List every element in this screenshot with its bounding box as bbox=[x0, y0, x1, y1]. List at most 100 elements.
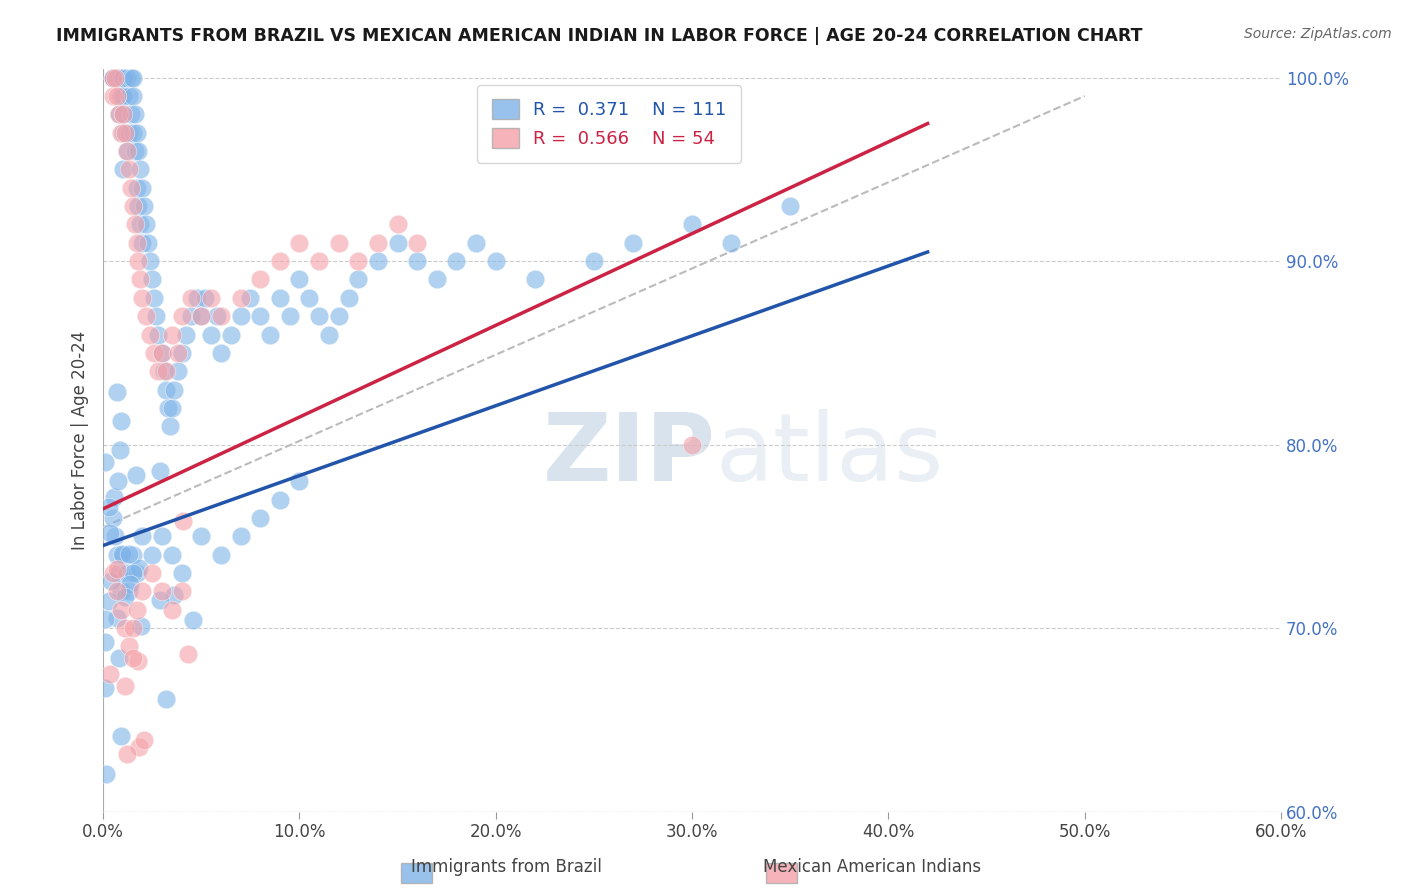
Point bbox=[347, 272, 370, 286]
Point bbox=[131, 291, 153, 305]
Point bbox=[121, 70, 143, 85]
Point bbox=[145, 309, 167, 323]
Point bbox=[118, 547, 141, 561]
Point bbox=[132, 733, 155, 747]
Point bbox=[190, 529, 212, 543]
Point bbox=[143, 291, 166, 305]
Point bbox=[209, 309, 232, 323]
Point bbox=[288, 272, 311, 286]
Point bbox=[150, 346, 173, 360]
Point bbox=[110, 584, 132, 599]
Point bbox=[446, 254, 468, 268]
Point bbox=[122, 566, 145, 581]
Point bbox=[134, 199, 156, 213]
Point bbox=[347, 254, 370, 268]
Point bbox=[117, 162, 139, 177]
Point bbox=[720, 235, 742, 250]
Point bbox=[621, 235, 644, 250]
Point bbox=[105, 70, 128, 85]
Point bbox=[149, 592, 172, 607]
Point bbox=[328, 309, 350, 323]
Point bbox=[108, 107, 131, 121]
Point bbox=[114, 590, 136, 604]
Point bbox=[100, 526, 122, 541]
Point bbox=[111, 126, 134, 140]
Point bbox=[249, 309, 271, 323]
Point bbox=[209, 346, 232, 360]
Point bbox=[111, 70, 134, 85]
Point bbox=[120, 107, 142, 121]
Point bbox=[125, 181, 148, 195]
Point bbox=[166, 346, 188, 360]
Point bbox=[485, 254, 508, 268]
Point bbox=[159, 419, 181, 434]
Point bbox=[105, 610, 128, 624]
Point bbox=[105, 562, 128, 576]
Point bbox=[108, 70, 131, 85]
Point bbox=[117, 89, 139, 103]
Point bbox=[101, 70, 124, 85]
Point bbox=[465, 235, 488, 250]
Text: Immigrants from Brazil: Immigrants from Brazil bbox=[411, 858, 602, 876]
Point bbox=[209, 548, 232, 562]
Point bbox=[174, 327, 197, 342]
Point bbox=[205, 309, 228, 323]
Point bbox=[131, 235, 153, 250]
Point bbox=[101, 511, 124, 525]
Point bbox=[328, 235, 350, 250]
Point bbox=[181, 614, 204, 628]
Point bbox=[120, 181, 142, 195]
Point bbox=[229, 291, 252, 305]
Point bbox=[122, 651, 145, 665]
Point bbox=[298, 291, 321, 305]
Point bbox=[200, 291, 222, 305]
Point bbox=[101, 70, 124, 85]
Point bbox=[115, 566, 138, 580]
Point bbox=[107, 474, 129, 488]
Y-axis label: In Labor Force | Age 20-24: In Labor Force | Age 20-24 bbox=[72, 330, 89, 549]
Point bbox=[110, 70, 132, 85]
Point bbox=[129, 218, 152, 232]
Point bbox=[318, 327, 340, 342]
Point bbox=[131, 584, 153, 599]
Point bbox=[387, 218, 409, 232]
Text: Mexican American Indians: Mexican American Indians bbox=[762, 858, 981, 876]
Point bbox=[406, 254, 429, 268]
Point bbox=[156, 401, 179, 415]
Point bbox=[141, 272, 163, 286]
Point bbox=[115, 70, 138, 85]
Point bbox=[98, 667, 121, 681]
Point bbox=[127, 199, 149, 213]
Point bbox=[127, 654, 149, 668]
Point bbox=[129, 162, 152, 177]
Point bbox=[128, 739, 150, 754]
Point bbox=[249, 272, 271, 286]
Point bbox=[114, 679, 136, 693]
Point bbox=[101, 70, 124, 85]
Point bbox=[111, 107, 134, 121]
Point bbox=[186, 291, 208, 305]
Point bbox=[308, 254, 330, 268]
Point bbox=[121, 621, 143, 635]
Text: ZIP: ZIP bbox=[543, 409, 716, 501]
Point bbox=[115, 144, 138, 158]
Point bbox=[110, 729, 132, 743]
Point bbox=[124, 218, 146, 232]
Legend: R =  0.371    N = 111, R =  0.566    N = 54: R = 0.371 N = 111, R = 0.566 N = 54 bbox=[477, 85, 741, 162]
Point bbox=[160, 548, 183, 562]
Point bbox=[125, 126, 148, 140]
Point bbox=[269, 291, 291, 305]
Point bbox=[163, 383, 186, 397]
Point bbox=[288, 235, 311, 250]
Point bbox=[101, 70, 124, 85]
Point bbox=[200, 327, 222, 342]
Point bbox=[269, 254, 291, 268]
Point bbox=[115, 144, 138, 158]
Point bbox=[150, 529, 173, 543]
Point bbox=[111, 89, 134, 103]
Point bbox=[278, 309, 301, 323]
Point bbox=[143, 346, 166, 360]
Point bbox=[114, 126, 136, 140]
Point bbox=[120, 70, 142, 85]
Point bbox=[160, 401, 183, 415]
